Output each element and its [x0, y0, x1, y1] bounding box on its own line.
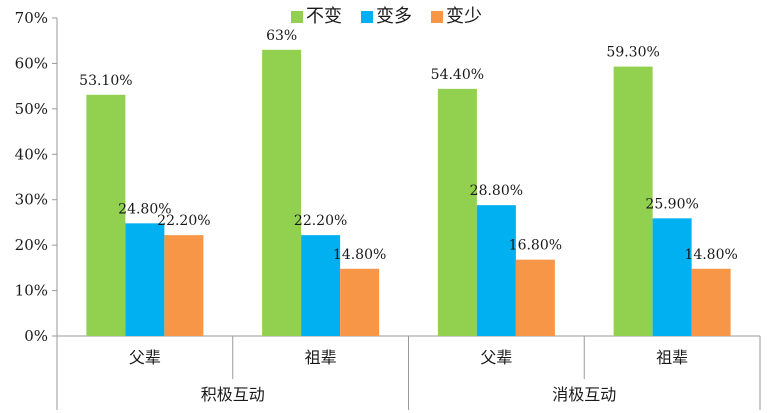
- y-axis-ticks: 0% 10% 20% 30% 40% 50% 60% 70%: [15, 9, 57, 345]
- category-label: 祖辈: [305, 348, 337, 367]
- data-label: 16.80%: [509, 238, 562, 254]
- y-tick-label: 30%: [15, 191, 48, 209]
- category-label: 父辈: [129, 348, 161, 367]
- legend: 不变 变多 变少: [291, 6, 482, 27]
- y-tick-label: 60%: [15, 54, 48, 72]
- group-label: 消极互动: [552, 385, 616, 404]
- data-label: 22.20%: [294, 213, 347, 229]
- data-label: 22.20%: [157, 213, 210, 229]
- category-label: 祖辈: [656, 348, 688, 367]
- bar-不变: [86, 94, 126, 336]
- bar-变少: [340, 268, 380, 336]
- y-tick-label: 50%: [15, 100, 48, 118]
- y-tick-label: 70%: [15, 9, 48, 27]
- data-label: 63%: [266, 28, 297, 44]
- bar-变少: [691, 268, 731, 336]
- data-label: 53.10%: [79, 73, 132, 89]
- bar-变少: [515, 259, 555, 336]
- y-tick-label: 0%: [24, 327, 48, 345]
- y-tick-label: 40%: [15, 145, 48, 163]
- bar-变多: [125, 223, 165, 336]
- data-labels: 53.10%63%54.40%59.30%24.80%22.20%28.80%2…: [79, 28, 738, 263]
- bar-变多: [652, 218, 692, 336]
- legend-swatch-变少: [431, 11, 443, 23]
- data-label: 25.90%: [645, 196, 698, 212]
- bars: [86, 49, 731, 337]
- y-tick-label: 10%: [15, 282, 48, 300]
- legend-label: 不变: [306, 6, 342, 27]
- y-tick-label: 20%: [15, 236, 48, 254]
- data-label: 28.80%: [470, 183, 523, 199]
- legend-label: 变少: [446, 6, 482, 27]
- data-label: 14.80%: [333, 247, 386, 263]
- legend-swatch-不变: [291, 11, 303, 23]
- legend-swatch-变多: [361, 11, 373, 23]
- bar-不变: [262, 49, 302, 337]
- bar-不变: [437, 88, 477, 337]
- data-label: 14.80%: [684, 247, 737, 263]
- bar-不变: [613, 66, 653, 336]
- data-label: 54.40%: [431, 67, 484, 83]
- legend-label: 变多: [376, 6, 412, 27]
- bar-变少: [164, 235, 204, 336]
- data-label: 59.30%: [606, 45, 659, 61]
- bar-变多: [301, 235, 341, 336]
- category-label: 父辈: [480, 348, 512, 367]
- bar-变多: [476, 205, 516, 336]
- group-label: 积极互动: [201, 385, 265, 404]
- data-label: 24.80%: [118, 201, 171, 217]
